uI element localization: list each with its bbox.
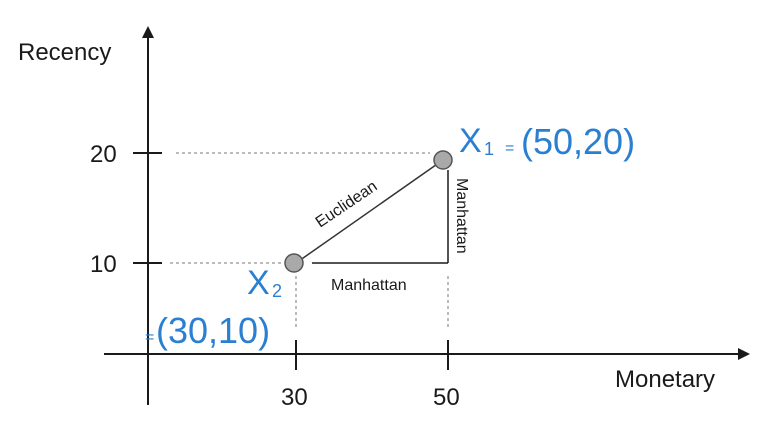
euclidean-line	[295, 159, 444, 264]
x1-equals: =	[505, 140, 514, 157]
euclidean-label: Euclidean	[313, 178, 381, 231]
x-axis-label: Monetary	[615, 366, 715, 393]
x1-name: X	[459, 122, 482, 160]
x-tick-label-50: 50	[433, 384, 460, 411]
x-tick-label-30: 30	[281, 384, 308, 411]
x2-coords: (30,10)	[156, 310, 270, 351]
x1-coords: (50,20)	[521, 121, 635, 162]
y-tick-label-20: 20	[90, 141, 117, 168]
x2-equals: =	[145, 329, 154, 346]
point-x2	[284, 253, 304, 273]
y-axis-label: Recency	[18, 39, 111, 66]
y-tick-label-10: 10	[90, 251, 117, 278]
manhattan-vertical-label: Manhattan	[453, 178, 470, 254]
manhattan-horizontal-label: Manhattan	[331, 277, 407, 294]
x1-subscript: 1	[484, 139, 494, 159]
x1-label: X 1 = (50,20)	[459, 121, 635, 162]
point-x1	[433, 150, 453, 170]
x2-label: X 2 = (30,10)	[145, 264, 282, 351]
x2-subscript: 2	[272, 281, 282, 301]
x2-name: X	[247, 264, 270, 302]
